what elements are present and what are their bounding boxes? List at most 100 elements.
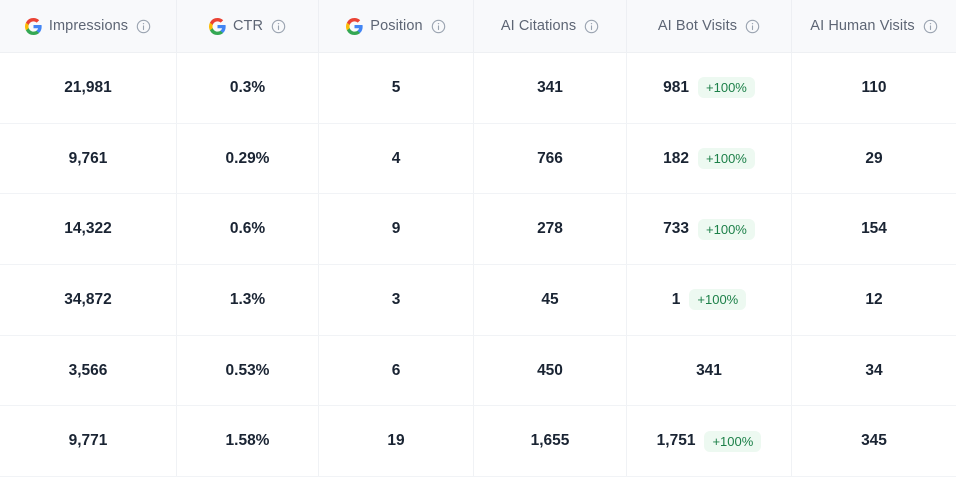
ctr-value: 1.3% xyxy=(229,290,266,308)
table-header-row: Impressions CTR Position AI Citati xyxy=(0,0,956,53)
ai-citations-value: 45 xyxy=(541,290,559,308)
ai-citations-value: 1,655 xyxy=(530,432,570,450)
ai-human-visits-value: 29 xyxy=(865,149,883,167)
ctr-value: 0.29% xyxy=(225,149,270,167)
header-label: AI Citations xyxy=(500,18,577,34)
change-badge: +100% xyxy=(698,77,755,99)
cell-ai-citations: 766 xyxy=(473,123,626,194)
cell-impressions: 34,872 xyxy=(0,265,176,335)
ctr-value: 0.53% xyxy=(225,361,270,379)
impressions-value: 14,322 xyxy=(64,220,112,238)
ai-bot-visits-value: 981 xyxy=(663,78,690,96)
cell-position: 9 xyxy=(318,194,473,265)
ctr-value: 1.58% xyxy=(225,432,270,450)
cell-impressions: 9,771 xyxy=(0,406,176,476)
cell-ctr: 0.53% xyxy=(176,335,318,406)
cell-ai-human-visits: 154 xyxy=(791,194,956,265)
header-label: AI Human Visits xyxy=(810,18,915,34)
cell-ai-bot-visits: 1,751 +100% xyxy=(626,406,791,477)
ai-citations-value: 341 xyxy=(537,78,563,96)
cell-ctr: 0.6% xyxy=(176,194,318,265)
info-icon[interactable] xyxy=(923,19,938,34)
cell-ai-human-visits: 12 xyxy=(791,265,956,335)
header-cell-ctr: CTR xyxy=(176,0,318,52)
cell-position: 5 xyxy=(318,53,473,123)
table-body: 21,981 0.3% 5 341 981 +100% 110 9,761 0.… xyxy=(0,53,956,477)
google-icon xyxy=(346,17,363,35)
position-value: 19 xyxy=(387,432,405,450)
position-value: 6 xyxy=(391,361,401,379)
cell-ai-human-visits: 345 xyxy=(791,406,956,477)
ai-citations-value: 450 xyxy=(537,361,563,379)
cell-ai-bot-visits: 341 xyxy=(626,335,791,406)
ctr-value: 0.6% xyxy=(229,220,266,238)
table-row: 9,771 1.58% 19 1,655 1,751 +100% 345 xyxy=(0,406,956,477)
cell-ai-bot-visits: 1 +100% xyxy=(626,265,791,335)
ai-human-visits-value: 154 xyxy=(861,220,887,238)
ai-human-visits-value: 34 xyxy=(865,361,883,379)
cell-position: 3 xyxy=(318,265,473,335)
header-cell-impressions: Impressions xyxy=(0,0,176,52)
ai-human-visits-value: 110 xyxy=(861,78,887,96)
cell-ai-bot-visits: 981 +100% xyxy=(626,53,791,123)
impressions-value: 21,981 xyxy=(64,78,112,96)
google-icon xyxy=(208,17,226,35)
info-icon[interactable] xyxy=(745,19,760,34)
cell-ctr: 1.3% xyxy=(176,265,318,335)
ai-bot-visits-value: 182 xyxy=(663,149,690,167)
change-badge: +100% xyxy=(689,289,747,311)
info-icon[interactable] xyxy=(136,19,151,34)
cell-ai-citations: 450 xyxy=(473,335,626,406)
ai-citations-value: 278 xyxy=(537,220,563,238)
position-value: 3 xyxy=(391,290,401,308)
info-icon[interactable] xyxy=(584,19,599,34)
cell-ai-human-visits: 110 xyxy=(791,53,956,123)
cell-impressions: 3,566 xyxy=(0,336,176,406)
table-row: 21,981 0.3% 5 341 981 +100% 110 xyxy=(0,53,956,124)
google-icon xyxy=(24,17,42,35)
header-cell-ai-bot-visits: AI Bot Visits xyxy=(626,0,791,52)
change-badge: +100% xyxy=(698,218,755,240)
table-row: 9,761 0.29% 4 766 182 +100% 29 xyxy=(0,123,956,195)
ai-bot-visits-value: 1,751 xyxy=(656,432,696,450)
cell-impressions: 21,981 xyxy=(0,53,176,123)
cell-ai-human-visits: 29 xyxy=(791,123,956,194)
impressions-value: 9,771 xyxy=(68,432,108,450)
table-row: 34,872 1.3% 3 45 1 +100% 12 xyxy=(0,265,956,336)
impressions-value: 3,566 xyxy=(68,361,108,379)
table-row: 3,566 0.53% 6 450 341 34 xyxy=(0,335,956,407)
ai-human-visits-value: 345 xyxy=(861,432,887,450)
cell-ai-citations: 341 xyxy=(473,53,626,123)
info-icon[interactable] xyxy=(431,19,446,34)
cell-ctr: 1.58% xyxy=(176,406,318,477)
cell-position: 6 xyxy=(318,335,473,406)
ai-citations-value: 766 xyxy=(537,149,563,167)
ai-bot-visits-value: 341 xyxy=(696,361,722,379)
change-badge: +100% xyxy=(704,430,762,452)
header-label: Position xyxy=(370,18,423,34)
ctr-value: 0.3% xyxy=(229,78,266,96)
ai-bot-visits-value: 1 xyxy=(671,290,681,308)
info-icon[interactable] xyxy=(271,19,286,34)
cell-ai-human-visits: 34 xyxy=(791,335,956,406)
cell-ai-bot-visits: 733 +100% xyxy=(626,194,791,265)
cell-ai-citations: 278 xyxy=(473,194,626,265)
header-label: AI Bot Visits xyxy=(657,18,738,34)
cell-ai-bot-visits: 182 +100% xyxy=(626,123,791,194)
position-value: 5 xyxy=(391,78,401,96)
impressions-value: 34,872 xyxy=(64,290,112,308)
header-cell-ai-citations: AI Citations xyxy=(473,0,626,52)
ai-bot-visits-value: 733 xyxy=(663,220,690,238)
cell-ctr: 0.3% xyxy=(176,53,318,123)
change-badge: +100% xyxy=(698,148,755,170)
table-row: 14,322 0.6% 9 278 733 +100% 154 xyxy=(0,194,956,266)
cell-impressions: 9,761 xyxy=(0,124,176,194)
header-cell-ai-human-visits: AI Human Visits xyxy=(791,0,956,52)
cell-position: 19 xyxy=(318,406,473,477)
ai-human-visits-value: 12 xyxy=(865,290,883,308)
header-label: Impressions xyxy=(48,18,129,34)
header-cell-position: Position xyxy=(318,0,473,52)
cell-ai-citations: 45 xyxy=(473,265,626,335)
cell-impressions: 14,322 xyxy=(0,194,176,264)
